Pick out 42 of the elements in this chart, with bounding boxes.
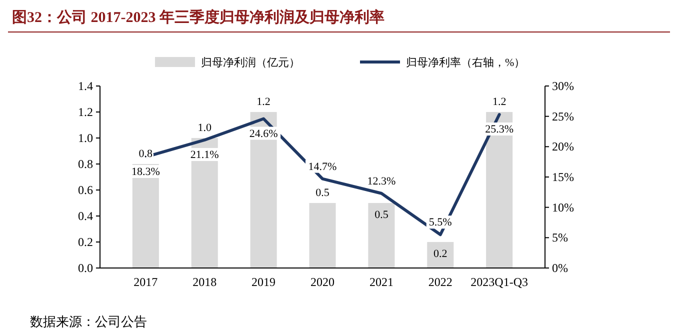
data-label: 21.1%: [190, 148, 219, 161]
legend-label: 归母净利润（亿元）: [201, 56, 300, 69]
data-label: 14.7%: [308, 160, 337, 173]
data-label: 1.2: [256, 96, 270, 108]
x-tick-label: 2020: [310, 275, 334, 289]
data-label: 1.2: [492, 96, 506, 108]
source-note: 数据来源：公司公告: [30, 314, 147, 329]
y2-tick-label: 30%: [552, 79, 574, 93]
bar: [486, 112, 513, 268]
x-tick-label: 2022: [428, 275, 452, 289]
y2-tick-label: 0%: [552, 261, 568, 275]
data-label: 25.3%: [485, 124, 514, 136]
chart-title: 图32：公司 2017-2023 年三季度归母净利润及归母净利率: [12, 8, 384, 26]
x-tick-label: 2023Q1-Q3: [470, 275, 528, 289]
data-label: 24.6%: [249, 128, 278, 140]
legend-label: 归母净利率（右轴，%）: [406, 56, 526, 69]
x-tick-label: 2017: [134, 275, 158, 289]
y-tick-label: 0.2: [78, 235, 93, 249]
y-tick-label: 1.0: [78, 131, 93, 145]
y2-tick-label: 15%: [552, 170, 574, 184]
y-tick-label: 0.4: [78, 209, 93, 223]
y-tick-label: 1.2: [78, 105, 93, 119]
y-tick-label: 1.4: [78, 79, 93, 93]
y2-tick-label: 5%: [552, 230, 568, 245]
x-tick-label: 2021: [369, 275, 394, 289]
data-label: 12.3%: [367, 175, 396, 188]
x-tick-label: 2019: [252, 275, 276, 289]
data-label: 1.0: [198, 122, 212, 134]
y2-tick-label: 20%: [552, 140, 574, 154]
data-label: 0.5: [316, 187, 330, 199]
y-tick-label: 0.8: [78, 157, 93, 171]
data-label: 18.3%: [131, 166, 160, 178]
data-label: 5.5%: [428, 216, 452, 229]
data-label: 0.2: [434, 248, 448, 260]
bar: [309, 203, 336, 268]
y2-tick-label: 10%: [552, 200, 574, 214]
y-tick-label: 0.6: [78, 183, 93, 197]
data-label: 0.5: [374, 209, 389, 221]
y-tick-label: 0.0: [78, 261, 93, 275]
bar: [368, 203, 395, 268]
y2-tick-label: 25%: [552, 109, 574, 124]
x-tick-label: 2018: [192, 275, 217, 289]
